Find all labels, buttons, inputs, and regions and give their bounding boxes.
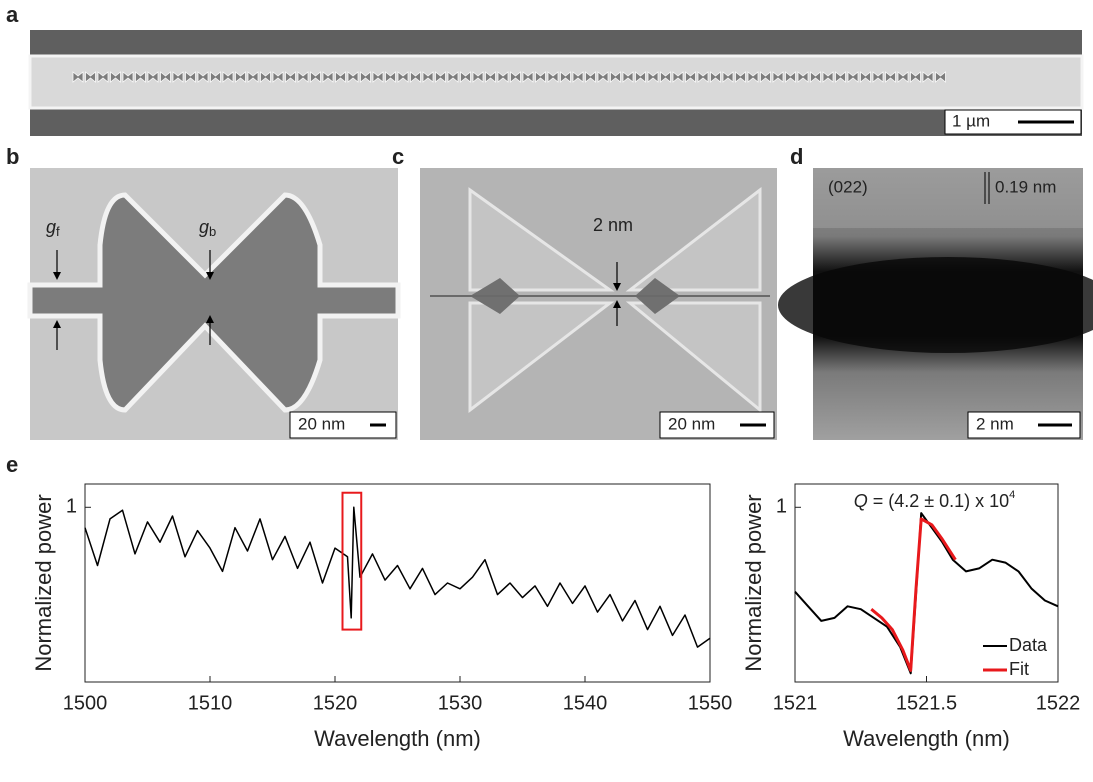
- gap-label: 2 nm: [593, 215, 633, 235]
- x-axis-title: Wavelength (nm): [843, 726, 1010, 751]
- plot-area: [794, 483, 1059, 683]
- scale-bar-label: 1 µm: [952, 111, 990, 130]
- highlight-box: [341, 491, 363, 631]
- sem-image-c: 2 nm 20 nm: [420, 168, 777, 440]
- plane-label: (022): [828, 177, 868, 196]
- scale-bar-label: 2 nm: [976, 414, 1014, 433]
- legend-label: Data: [1009, 635, 1048, 655]
- panel-label: d: [790, 144, 803, 169]
- scale-bar-label: 20 nm: [298, 414, 345, 433]
- x-tick-label: 1510: [188, 692, 233, 714]
- sem-image-b: gf gb 20 nm: [27, 168, 401, 440]
- data-line: [794, 512, 1059, 675]
- x-tick-label: 1550: [688, 692, 733, 714]
- panel-label: c: [392, 144, 404, 169]
- sem-image-a: 1 µm: [28, 30, 1084, 136]
- x-tick-label: 1500: [63, 692, 108, 714]
- subscript: f: [56, 224, 60, 239]
- x-tick-label: 1521: [773, 692, 818, 714]
- panel-label: b: [6, 144, 19, 169]
- x-tick-label: 1522: [1036, 692, 1081, 714]
- y-tick-label: 1: [66, 496, 77, 518]
- exponent: 4: [1009, 489, 1015, 501]
- symbol: Q: [854, 491, 868, 511]
- legend-label: Fit: [1009, 659, 1029, 679]
- gap-label: gf: [46, 217, 60, 240]
- spacing-label: 0.19 nm: [995, 177, 1056, 196]
- x-tick-label: 1540: [563, 692, 608, 714]
- symbol: g: [199, 217, 209, 237]
- y-axis-title: Normalized power: [31, 494, 56, 671]
- scale-bar-label: 20 nm: [668, 414, 715, 433]
- tem-image-d: (022) 0.19 nm 2 nm: [778, 168, 1093, 440]
- annotation-text: = (4.2 ± 0.1) x 10: [873, 491, 1009, 511]
- y-tick-label: 1: [776, 496, 787, 518]
- panel-label: a: [6, 2, 19, 27]
- x-tick-label: 1530: [438, 692, 483, 714]
- panel-label: e: [6, 452, 18, 477]
- y-axis-title: Normalized power: [741, 494, 766, 671]
- x-tick-label: 1520: [313, 692, 358, 714]
- subscript: b: [209, 224, 216, 239]
- symbol: g: [46, 217, 56, 237]
- annotation: Q = (4.2 ± 0.1) x 104: [854, 489, 1016, 511]
- data-line: [870, 517, 957, 672]
- plot-area: [84, 483, 711, 683]
- x-axis-title: Wavelength (nm): [314, 726, 481, 751]
- data-line: [84, 506, 711, 648]
- gap-label: gb: [199, 217, 216, 240]
- x-tick-label: 1521.5: [896, 692, 957, 714]
